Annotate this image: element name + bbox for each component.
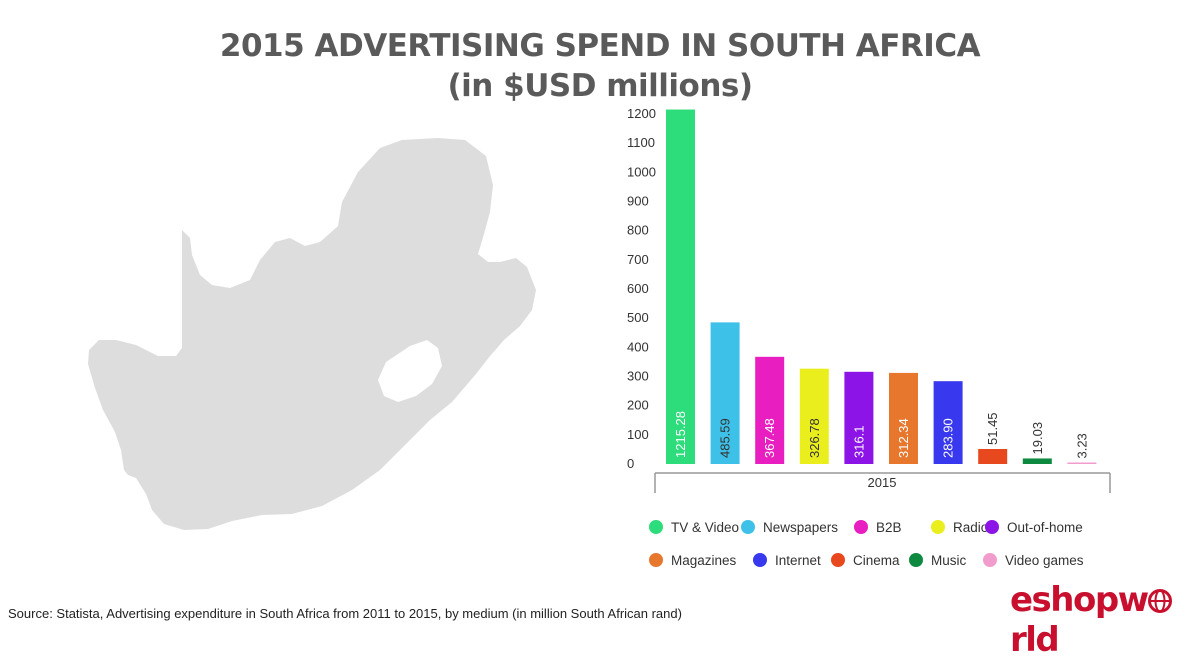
legend-swatch	[649, 553, 663, 567]
y-tick-label: 1000	[627, 164, 656, 179]
legend-label: Newspapers	[763, 520, 838, 535]
y-tick-label: 300	[627, 369, 649, 384]
legend-swatch	[983, 553, 997, 567]
bar-value-label: 485.59	[718, 418, 733, 458]
legend-label: Music	[931, 553, 967, 568]
bar-value-label: 1215.28	[673, 411, 688, 458]
bar-b2b	[755, 356, 785, 464]
y-tick-label: 100	[627, 427, 649, 442]
legend: TV & Video Newspapers B2B Radio Out-of-home M…	[649, 520, 1084, 568]
bar-magazines	[889, 372, 918, 464]
bar-radio	[799, 368, 829, 464]
x-axis: 2015	[654, 472, 1111, 493]
y-tick-label: 600	[627, 281, 649, 296]
bar-value-label: 283.90	[941, 418, 956, 458]
y-tick-label: 900	[627, 194, 649, 209]
y-tick-label: 1200	[627, 106, 656, 121]
bar-value-label: 316.1	[851, 425, 866, 458]
legend-label: Cinema	[853, 553, 900, 568]
globe-icon	[1147, 589, 1172, 613]
bar-cinema	[978, 448, 1008, 464]
legend-swatch	[985, 520, 999, 534]
legend-swatch	[931, 520, 945, 534]
legend-label: Radio	[953, 520, 988, 535]
legend-label: Out-of-home	[1007, 520, 1083, 535]
bar-music	[1022, 458, 1052, 464]
y-tick-label: 800	[627, 223, 649, 238]
bar-value-label: 19.03	[1030, 422, 1045, 455]
south-africa-map	[88, 138, 536, 530]
chart-title: 2015 ADVERTISING SPEND IN SOUTH AFRICA (…	[0, 26, 1200, 106]
bar-tv-video	[666, 109, 695, 464]
south-africa-shape	[88, 138, 536, 530]
y-tick-label: 200	[627, 398, 649, 413]
legend-swatch	[741, 520, 755, 534]
title-line-1: 2015 ADVERTISING SPEND IN SOUTH AFRICA	[219, 28, 981, 64]
bar-internet	[933, 381, 963, 464]
bar-value-label: 3.23	[1074, 433, 1089, 458]
bar-value-label: 312.34	[896, 418, 911, 458]
legend-label: Video games	[1005, 553, 1084, 568]
bar-out-of-home	[844, 371, 874, 464]
y-tick-label: 700	[627, 252, 649, 267]
y-tick-label: 500	[627, 310, 649, 325]
y-axis: 0 100 200 300 400 500 600 700 800 900 1000 1100 1200	[627, 106, 656, 471]
y-tick-label: 400	[627, 339, 649, 354]
bar-newspapers	[710, 322, 740, 464]
legend-swatch	[753, 553, 767, 567]
legend-label: TV & Video	[671, 520, 739, 535]
title-line-2: (in $USD millions)	[447, 68, 753, 104]
logo-text-end: rld	[1010, 620, 1060, 660]
logo-text-start: eshopw	[1010, 580, 1149, 620]
legend-swatch	[649, 520, 663, 534]
legend-swatch	[854, 520, 868, 534]
bar-video-games	[1067, 462, 1097, 464]
source-note: Source: Statista, Advertising expenditur…	[8, 606, 682, 621]
legend-label: Internet	[775, 553, 821, 568]
bar-value-label: 326.78	[807, 418, 822, 458]
bar-value-label: 51.45	[985, 412, 1000, 445]
y-tick-label: 0	[627, 456, 634, 471]
legend-label: B2B	[876, 520, 902, 535]
legend-swatch	[909, 553, 923, 567]
legend-swatch	[831, 553, 845, 567]
x-category-label: 2015	[868, 475, 897, 490]
bar-value-label: 367.48	[762, 418, 777, 458]
eshopworld-logo: eshopwrld	[1010, 580, 1200, 660]
legend-label: Magazines	[671, 553, 737, 568]
bar-chart: 0 100 200 300 400 500 600 700 800 900 1000 1100 1200…	[627, 106, 1111, 568]
y-tick-label: 1100	[627, 135, 655, 150]
bars: 1215.28 485.59 367.48 326.78 316.1 312.34 283.…	[666, 109, 1097, 464]
